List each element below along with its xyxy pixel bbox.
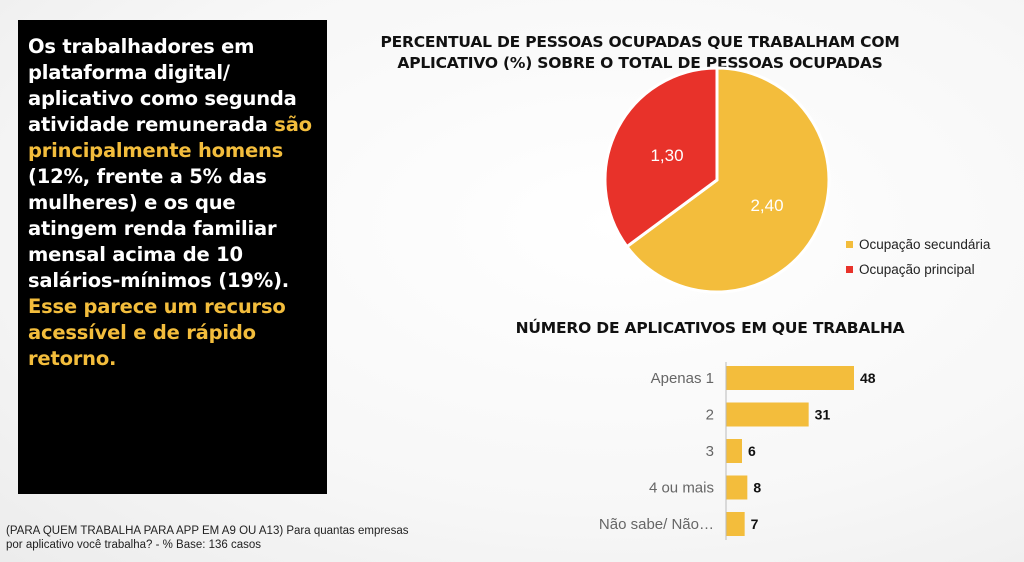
callout-text: Os trabalhadores em plataforma digital/ … <box>28 34 317 372</box>
bar-4 <box>726 475 748 500</box>
bar-value-label-4: 8 <box>753 480 761 496</box>
callout-part-2: (12%, frente a 5% das mulheres) e os que… <box>28 165 289 292</box>
callout-box: Os trabalhadores em plataforma digital/ … <box>18 20 327 494</box>
bar-category-label-5: Não sabe/ Não… <box>599 516 714 533</box>
legend-label-1: Ocupação secundária <box>859 237 991 252</box>
bar-2 <box>726 402 809 427</box>
pie-slice-1 <box>624 66 831 294</box>
legend-label-2: Ocupação principal <box>859 262 975 277</box>
callout-part-1: Os trabalhadores em plataforma digital/ … <box>28 35 297 136</box>
bar-category-label-2: 2 <box>706 407 714 424</box>
bar-value-label-1: 48 <box>860 370 876 386</box>
pie-chart-title: PERCENTUAL DE PESSOAS OCUPADAS QUE TRABA… <box>380 33 900 72</box>
bar-3 <box>726 439 742 463</box>
legend-swatch-2 <box>846 266 853 273</box>
legend-swatch-1 <box>846 241 853 248</box>
bar-category-label-1: Apenas 1 <box>651 370 714 387</box>
bar-value-label-2: 31 <box>815 407 831 423</box>
footnote: (PARA QUEM TRABALHA PARA APP EM A9 OU A1… <box>6 525 409 551</box>
callout-highlight-1: são principalmente homens <box>28 113 312 162</box>
bar-value-label-5: 7 <box>751 516 759 532</box>
bar-1 <box>726 366 854 390</box>
pie-slice-label-1: 2,40 <box>750 196 783 215</box>
callout-highlight-2: Esse parece um recurso acessível e de rá… <box>28 295 286 370</box>
bar-category-label-4: 4 ou mais <box>649 480 714 497</box>
pie-slice-2 <box>603 66 719 249</box>
bar-5 <box>726 512 745 536</box>
bar-chart-title: NÚMERO DE APLICATIVOS EM QUE TRABALHA <box>515 319 905 337</box>
bar-value-label-3: 6 <box>748 443 756 459</box>
pie-slice-label-2: 1,30 <box>650 146 683 165</box>
bar-category-label-3: 3 <box>706 443 714 460</box>
